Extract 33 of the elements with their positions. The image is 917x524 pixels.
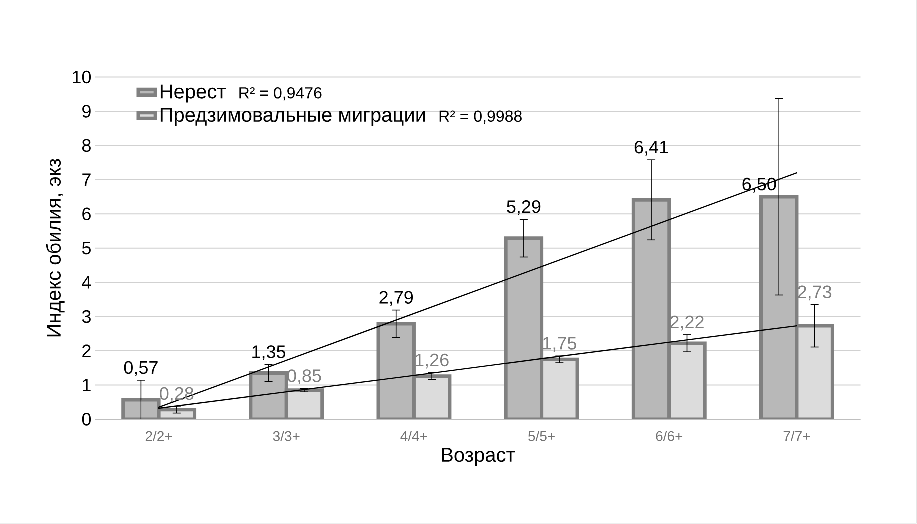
y-tick-label: 8 — [82, 139, 91, 152]
data-label: 2,79 — [380, 291, 414, 306]
data-label: 5,29 — [507, 200, 541, 216]
y-tick-label: 0 — [82, 413, 92, 426]
x-axis-title: Возраст — [442, 448, 516, 466]
annotation: R² = 0,9476 — [240, 88, 322, 101]
x-tick-label: 5/5+ — [528, 431, 555, 442]
y-tick-label: 2 — [82, 344, 91, 358]
y-tick-label: 3 — [82, 310, 91, 324]
data-label: 1,35 — [252, 346, 286, 361]
y-tick-label: 9 — [82, 105, 91, 118]
y-tick-label: 7 — [82, 174, 91, 186]
y-tick-label: 1 — [83, 379, 91, 392]
legend-label: Предзимовальные миграции — [160, 108, 426, 126]
data-label: 1,75 — [544, 337, 576, 352]
y-tick-label: 6 — [82, 208, 91, 221]
y-axis-title: Индекс обилия, экз — [46, 159, 65, 337]
y-tick-label: 4 — [82, 276, 92, 289]
y-tick-label: 10 — [73, 70, 92, 84]
annotation: R² = 0,9988 — [440, 110, 522, 124]
data-label: 6,41 — [634, 141, 668, 156]
data-label: 0,28 — [160, 387, 194, 402]
x-tick-label: 2/2+ — [146, 431, 172, 442]
x-tick-label: 4/4+ — [400, 431, 428, 442]
data-label: 1,26 — [416, 354, 449, 369]
data-label: 2,73 — [798, 286, 832, 301]
data-label: 0,57 — [124, 361, 158, 376]
x-tick-label: 3/3+ — [273, 431, 300, 442]
data-label: 2,22 — [670, 316, 704, 331]
y-tick-label: 5 — [82, 242, 91, 255]
legend-label: Нерест — [160, 84, 226, 103]
x-tick-label: 6/6+ — [656, 431, 683, 442]
x-tick-label: 7/7+ — [784, 431, 810, 442]
